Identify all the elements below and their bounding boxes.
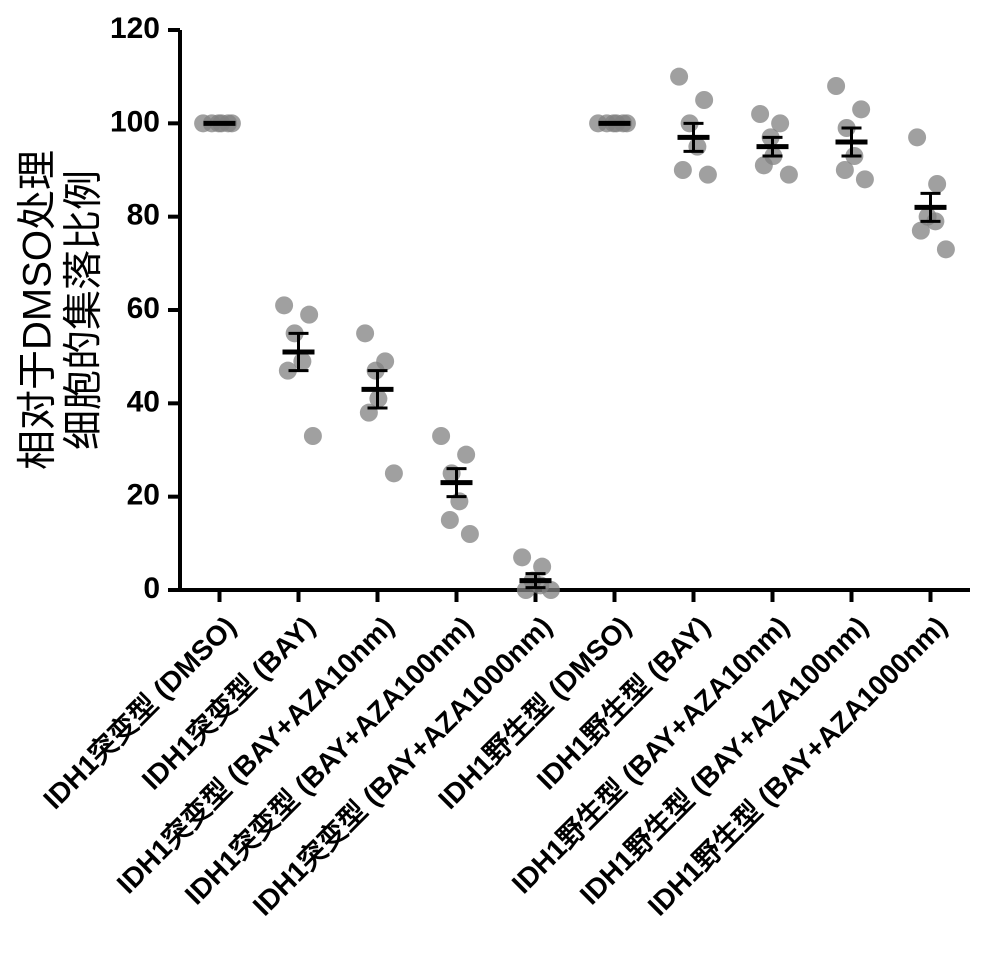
data-point [751,105,769,123]
data-point [771,114,789,132]
data-point [919,208,937,226]
y-tick-label: 60 [127,292,160,325]
y-tick-label: 80 [127,199,160,232]
data-point [275,296,293,314]
data-point [376,352,394,370]
data-point [385,464,403,482]
data-point [356,324,374,342]
data-point [457,446,475,464]
dotplot-chart: 020406080100120相对于DMSO处理细胞的集落比例IDH1突变型 (… [0,0,1000,969]
data-point [780,166,798,184]
data-point [908,128,926,146]
data-point [856,170,874,188]
y-tick-label: 20 [127,479,160,512]
y-axis-label-line: 相对于DMSO处理 [16,150,60,470]
y-tick-label: 0 [143,572,160,605]
data-point [674,161,692,179]
data-point [293,352,311,370]
y-tick-label: 100 [110,105,160,138]
data-point [670,68,688,86]
y-axis-label-line: 细胞的集落比例 [62,170,106,450]
data-point [441,511,459,529]
data-point [852,100,870,118]
data-point [695,91,713,109]
data-point [304,427,322,445]
y-tick-label: 40 [127,385,160,418]
data-point [688,138,706,156]
data-point [513,548,531,566]
data-point [699,166,717,184]
chart-container: 020406080100120相对于DMSO处理细胞的集落比例IDH1突变型 (… [0,0,1000,969]
data-point [928,175,946,193]
y-tick-label: 120 [110,12,160,45]
data-point [450,492,468,510]
data-point [432,427,450,445]
data-point [461,525,479,543]
data-point [937,240,955,258]
data-point [300,306,318,324]
data-point [827,77,845,95]
